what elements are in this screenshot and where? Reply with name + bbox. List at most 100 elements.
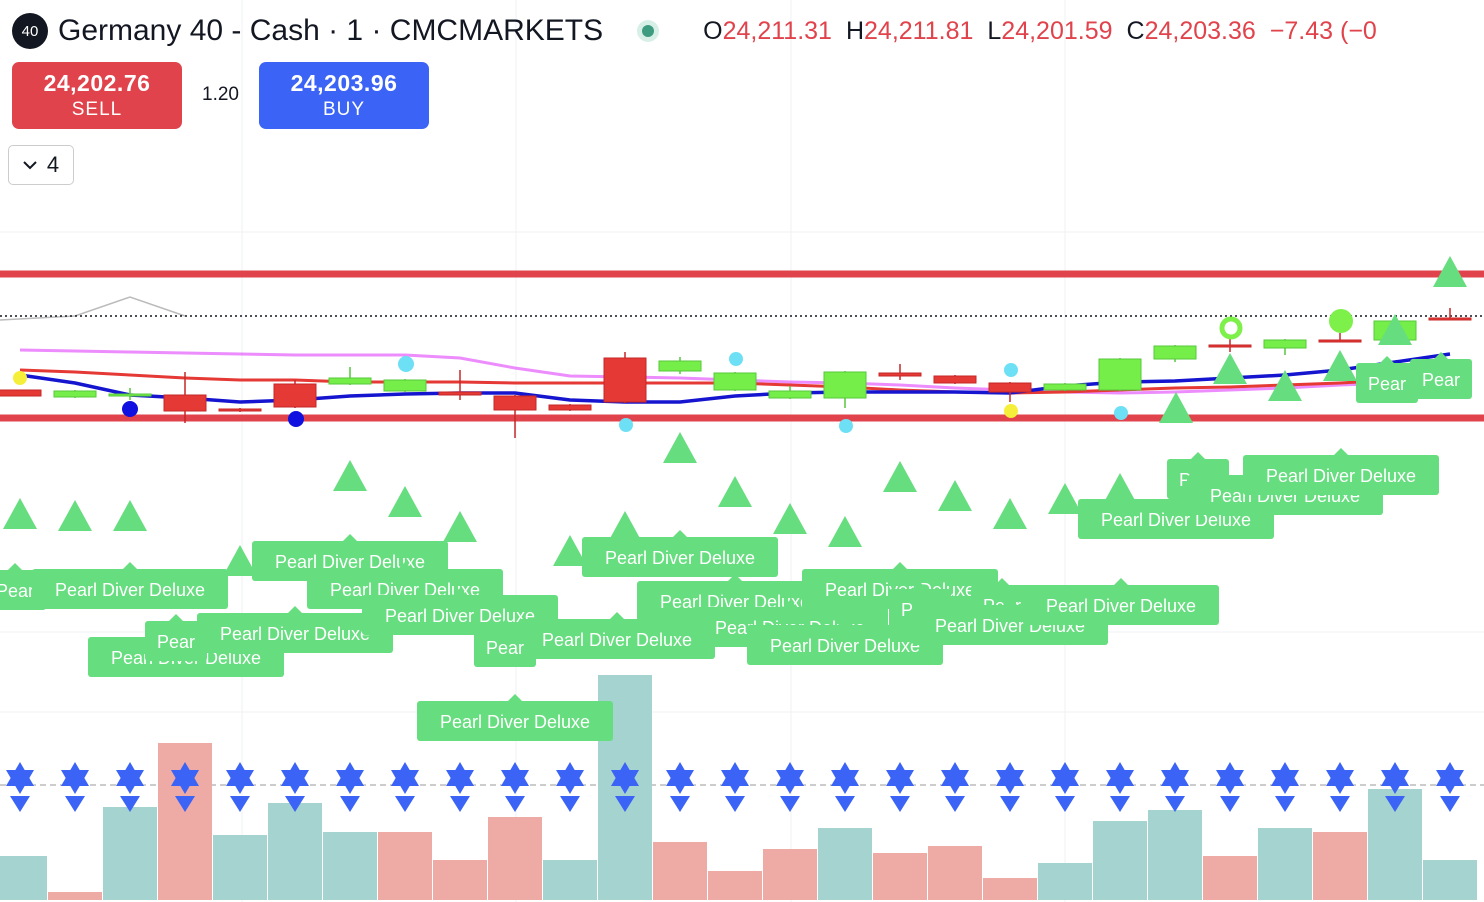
signal-label: Pearl Diver Deluxe — [1266, 466, 1416, 486]
signal-label: Pear — [1422, 370, 1460, 390]
arrow-marker — [340, 796, 360, 812]
volume-bar — [268, 803, 322, 900]
candle-body — [823, 371, 867, 399]
candles — [0, 308, 1472, 438]
signal-triangle — [1433, 256, 1467, 287]
signal-triangle — [608, 511, 642, 542]
label-pointer — [672, 530, 688, 538]
candle-body — [1263, 339, 1307, 349]
volume-bar — [983, 878, 1037, 900]
star-marker — [666, 770, 694, 794]
signal-triangle — [388, 486, 422, 517]
signal-triangle — [883, 461, 917, 492]
label-pointer — [7, 563, 23, 571]
arrow-marker — [615, 796, 635, 812]
volume-bar — [1203, 856, 1257, 900]
candle-body — [493, 395, 537, 411]
arrow-marker — [1275, 796, 1295, 812]
symbol-badge: 40 — [12, 13, 48, 49]
candle-body — [1043, 383, 1087, 391]
candle-body — [1098, 358, 1142, 391]
arrow-marker — [1385, 796, 1405, 812]
star-marker — [1106, 770, 1134, 794]
label-box — [32, 569, 228, 609]
label-pointer — [287, 606, 303, 614]
signal-triangle — [1159, 392, 1193, 423]
buy-button[interactable]: 24,203.96 BUY — [259, 62, 429, 129]
label-box — [474, 627, 536, 667]
candle-body — [1428, 317, 1472, 321]
signal-triangle — [993, 498, 1027, 529]
volume-bar — [1423, 860, 1477, 900]
volume-bar — [103, 807, 157, 900]
signal-label: Pearl Diver Deluxe — [220, 624, 370, 644]
label-box — [197, 613, 393, 653]
arrow-marker — [505, 796, 525, 812]
signal-label: Pearl Diver Deluxe — [542, 630, 692, 650]
candle-body — [1153, 345, 1197, 360]
volume-bar — [433, 860, 487, 900]
dot — [1219, 316, 1243, 340]
label-box — [1356, 363, 1418, 403]
candle-body — [548, 404, 592, 411]
candle-body — [713, 372, 757, 391]
arrow-marker — [1330, 796, 1350, 812]
arrow-marker — [1440, 796, 1460, 812]
signal-triangle — [828, 516, 862, 547]
label-pointer — [497, 620, 513, 628]
candle-body — [1208, 344, 1252, 348]
label-box — [1243, 455, 1439, 495]
star-marker — [886, 770, 914, 794]
candle-body — [658, 360, 702, 372]
dot — [398, 356, 414, 372]
ohlc-key: C — [1126, 16, 1145, 45]
sell-button[interactable]: 24,202.76 SELL — [12, 62, 182, 129]
candle-body — [273, 383, 317, 408]
signal-triangle — [3, 498, 37, 529]
label-pointer — [122, 562, 138, 570]
candle-body — [603, 357, 647, 403]
label-box — [145, 621, 207, 661]
arrow-marker — [65, 796, 85, 812]
arrow-marker — [1110, 796, 1130, 812]
label-pointer — [1002, 598, 1018, 606]
levels — [0, 270, 1484, 422]
ohlc-close: C24,203.36 — [1127, 17, 1256, 46]
shadow-line — [0, 296, 186, 321]
signal-triangle — [223, 545, 257, 576]
buy-label: BUY — [322, 99, 366, 120]
spread: 1.20 — [202, 84, 239, 105]
star-marker — [1326, 770, 1354, 794]
change: −7.43 (−0 — [1269, 16, 1377, 45]
candle-body — [328, 377, 372, 385]
buy-price: 24,203.96 — [290, 70, 398, 96]
star-marker — [1161, 770, 1189, 794]
label-pointer — [892, 562, 908, 570]
star-marker — [501, 770, 529, 794]
star-marker — [611, 770, 639, 794]
volume-bar — [213, 835, 267, 900]
dot — [1329, 309, 1353, 333]
signal-label: Pear — [1368, 374, 1406, 394]
market-status — [637, 20, 660, 42]
arrow-marker — [285, 796, 305, 812]
signal-triangle — [718, 476, 752, 507]
volume-bar — [708, 871, 762, 900]
symbol-title[interactable]: Germany 40 - Cash · 1 · CMCMARKETS — [58, 14, 604, 47]
label-pointer — [727, 574, 743, 582]
signal-triangle — [58, 500, 92, 531]
candle-body — [878, 372, 922, 377]
signal-triangle — [333, 460, 367, 491]
arrow-marker — [1165, 796, 1185, 812]
arrow-marker — [450, 796, 470, 812]
star-marker — [1436, 770, 1464, 794]
arrow-marker — [120, 796, 140, 812]
signal-triangle — [1048, 483, 1082, 514]
indicator-toggle[interactable]: 4 — [8, 145, 74, 185]
arrow-marker — [560, 796, 580, 812]
dot — [1004, 363, 1018, 377]
label-pointer — [837, 618, 853, 626]
arrow-marker — [1055, 796, 1075, 812]
star-marker — [281, 770, 309, 794]
candle-body — [1318, 339, 1362, 343]
